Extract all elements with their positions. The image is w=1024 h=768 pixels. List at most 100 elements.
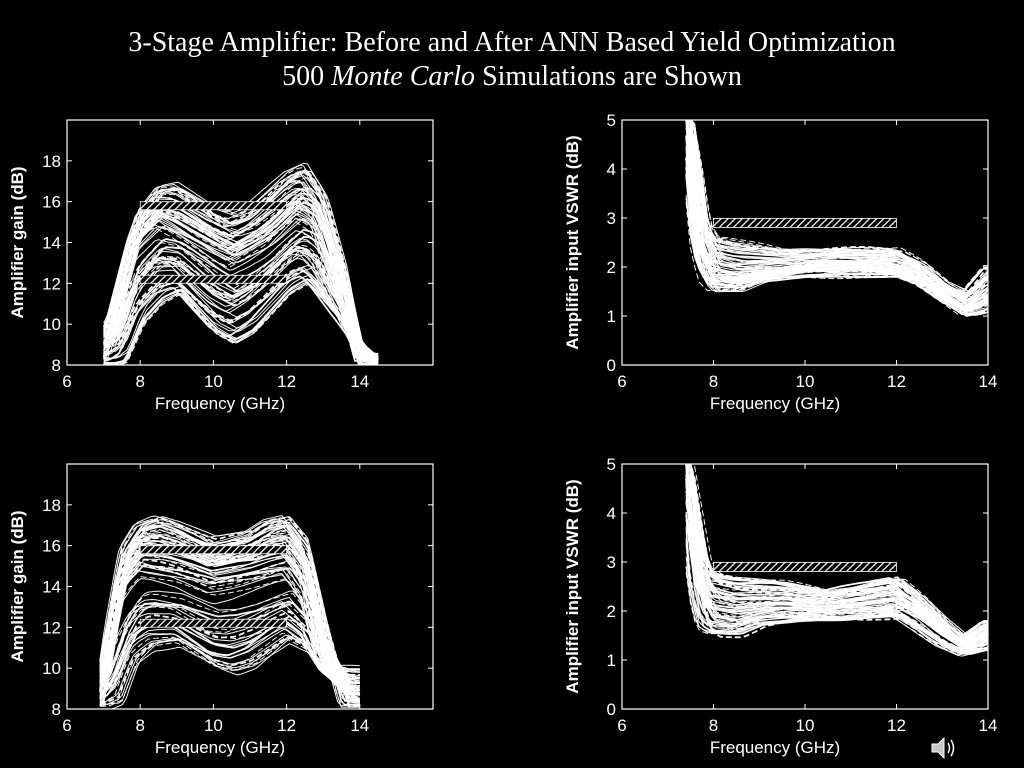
mc-curve (99, 519, 360, 706)
mc-curve (103, 202, 379, 357)
x-tick-label: 10 (796, 716, 815, 735)
x-tick-label: 6 (617, 716, 626, 735)
spec-band (139, 274, 287, 284)
mc-curve (685, 464, 988, 655)
mc-curve (103, 205, 379, 357)
mc-curve (99, 576, 360, 674)
mc-curve (690, 120, 988, 316)
x-tick-label: 8 (135, 716, 144, 735)
mc-curve (685, 202, 988, 316)
mc-curve (99, 634, 361, 704)
mc-curve (685, 491, 988, 640)
y-tick-label: 8 (52, 700, 61, 719)
speaker-icon[interactable] (928, 734, 960, 762)
mc-curve (103, 275, 379, 365)
mc-curve (686, 464, 988, 641)
mc-curve (99, 516, 360, 708)
mc-curve (103, 253, 379, 363)
mc-curve (99, 535, 360, 694)
mc-curve (99, 518, 360, 706)
x-axis-label: Frequency (GHz) (155, 738, 285, 757)
y-tick-label: 12 (42, 274, 61, 293)
y-axis-label: Amplifier gain (dB) (8, 510, 27, 662)
gain-chart-after: 6 8 10 12 14 8 10 12 14 16 18 Frequency (GHz) Amplif… (0, 452, 460, 764)
x-tick-label: 12 (887, 372, 906, 391)
title-line-2: 500 Monte Carlo Simulations are Shown (0, 60, 1024, 94)
mc-curve (685, 486, 988, 641)
title-line-1: 3-Stage Amplifier: Before and After ANN … (128, 27, 896, 58)
y-tick-label: 14 (42, 234, 61, 253)
y-axis-label: Amplifier gain (dB) (8, 166, 27, 318)
mc-curve (99, 610, 361, 692)
y-tick-label: 2 (607, 602, 616, 621)
mc-curve (99, 539, 360, 692)
mc-curve (103, 170, 379, 363)
mc-curve (103, 282, 379, 365)
mc-curve (685, 499, 988, 640)
plot-frame (621, 119, 989, 366)
mc-curve (685, 466, 988, 645)
x-tick-label: 6 (617, 372, 626, 391)
mc-curve (103, 250, 379, 357)
title-line-2-italic: Monte Carlo (331, 61, 476, 92)
x-tick-label: 10 (204, 372, 223, 391)
mc-curve (686, 120, 988, 312)
monte-carlo-curves (685, 464, 988, 657)
x-tick-label: 14 (979, 716, 998, 735)
y-tick-label: 18 (42, 152, 61, 171)
mc-curve (685, 465, 988, 638)
x-tick-label: 8 (709, 372, 718, 391)
mc-curve (103, 169, 379, 365)
x-tick-label: 12 (887, 716, 906, 735)
y-tick-label: 0 (607, 356, 616, 375)
mc-curve (99, 635, 361, 706)
y-tick-label: 12 (42, 618, 61, 637)
mc-curve (99, 536, 360, 694)
mc-curve (99, 531, 360, 697)
y-tick-label: 5 (607, 455, 616, 474)
mc-curve (99, 627, 360, 700)
y-tick-label: 10 (42, 315, 61, 334)
mc-curve (685, 565, 988, 654)
spec-band (713, 562, 897, 572)
x-tick-label: 14 (350, 716, 369, 735)
mc-curve (103, 266, 379, 363)
title-line-2-pre: 500 (282, 61, 332, 92)
y-tick-label: 1 (607, 307, 616, 326)
mc-curve (103, 177, 379, 365)
y-tick-label: 5 (607, 111, 616, 130)
x-axis-label: Frequency (GHz) (155, 394, 285, 413)
mc-curve (685, 491, 988, 647)
mc-curve (103, 180, 379, 362)
mc-curve (103, 208, 379, 359)
x-tick-label: 6 (62, 372, 71, 391)
mc-curve (686, 120, 988, 301)
x-tick-label: 8 (135, 372, 144, 391)
spec-band (139, 201, 287, 211)
mc-curve (685, 485, 988, 644)
mc-curve (685, 544, 988, 656)
x-tick-label: 8 (709, 716, 718, 735)
x-tick-label: 10 (796, 372, 815, 391)
mc-curve (99, 635, 361, 707)
x-axis-label: Frequency (GHz) (710, 738, 840, 757)
mc-curve (99, 620, 361, 696)
mc-curve (686, 120, 988, 301)
mc-curve (103, 245, 379, 362)
mc-curve (685, 481, 988, 648)
mc-curve (103, 267, 379, 359)
y-tick-label: 2 (607, 258, 616, 277)
mc-curve (685, 136, 988, 308)
mc-curve (685, 134, 988, 295)
speaker-icon-graphic (931, 736, 955, 760)
mc-curve (99, 519, 360, 706)
mc-curve (685, 120, 988, 316)
y-tick-label: 18 (42, 496, 61, 515)
y-tick-label: 3 (607, 553, 616, 572)
mc-curve (99, 603, 360, 692)
spec-band (139, 545, 287, 555)
title-line-2-post: Simulations are Shown (475, 61, 742, 92)
